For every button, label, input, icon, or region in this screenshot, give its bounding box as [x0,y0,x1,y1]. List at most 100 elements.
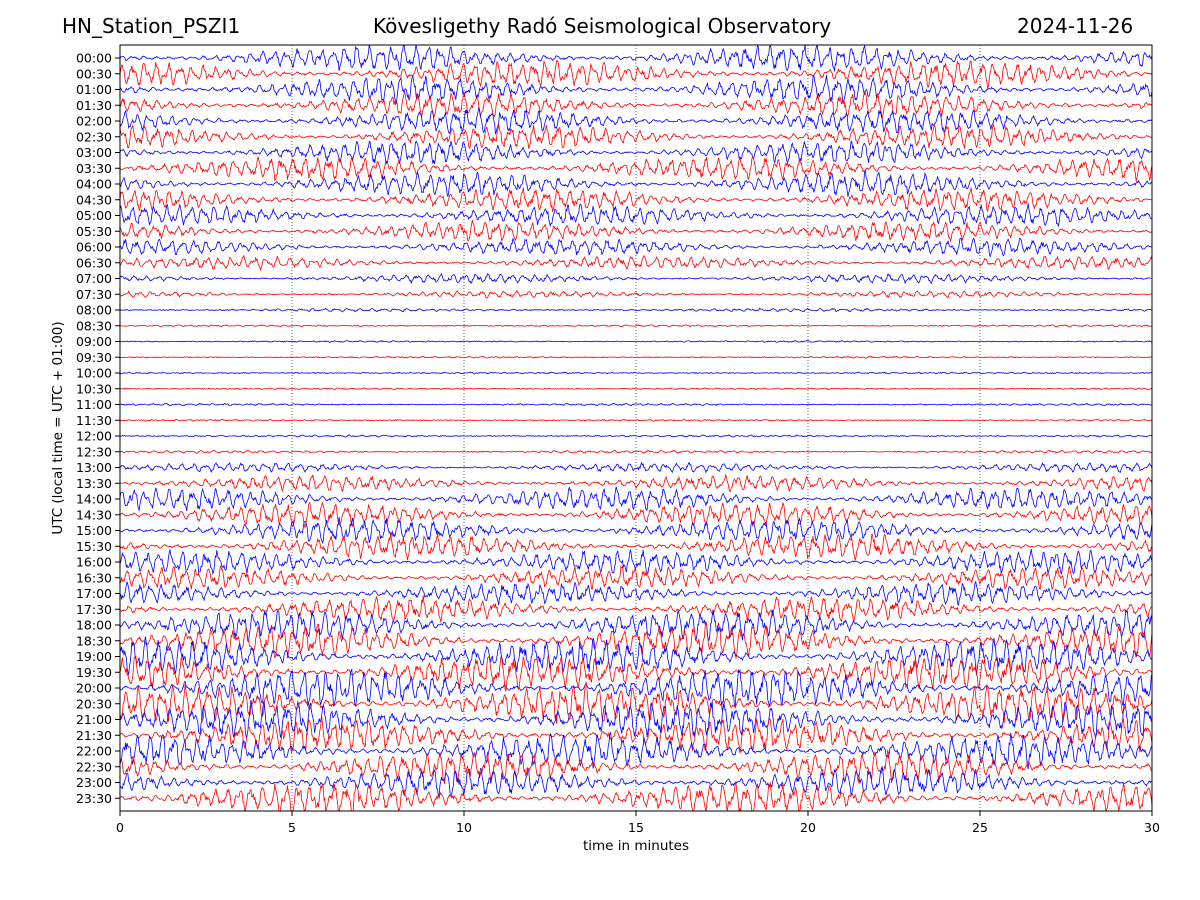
trace-1100 [120,402,1152,407]
trace-2300 [120,765,1152,798]
trace-0830 [120,324,1152,328]
y-tick-label: 19:00 [76,649,112,664]
trace-0430 [120,187,1152,213]
y-tick-label: 05:00 [76,208,112,223]
y-tick-label: 18:30 [76,633,112,648]
trace-1630 [120,565,1152,590]
y-tick-label: 17:30 [76,602,112,617]
trace-0100 [120,73,1152,104]
trace-2000 [120,668,1152,708]
y-tick-label: 02:30 [76,129,112,144]
y-tick-label: 23:00 [76,775,112,790]
trace-1330 [120,473,1152,492]
observatory-title: Kövesligethy Radó Seismological Observat… [373,14,832,38]
x-tick-label: 15 [628,820,644,835]
trace-2030 [120,681,1152,724]
trace-0200 [120,107,1152,135]
y-tick-label: 06:00 [76,240,112,255]
trace-0630 [120,254,1152,272]
trace-1030 [120,387,1152,391]
y-tick-label: 05:30 [76,224,112,239]
y-tick-label: 04:00 [76,177,112,192]
y-tick-label: 12:30 [76,444,112,459]
trace-0230 [120,123,1152,149]
y-tick-label: 09:00 [76,334,112,349]
y-tick-label: 22:00 [76,744,112,759]
trace-1000 [120,371,1152,375]
trace-0600 [120,237,1152,259]
trace-1900 [120,636,1152,676]
y-tick-label: 21:30 [76,728,112,743]
trace-0300 [120,140,1152,165]
trace-1730 [120,595,1152,624]
trace-1830 [120,621,1152,659]
x-tick-label: 5 [288,820,296,835]
y-tick-label: 17:00 [76,586,112,601]
y-tick-label: 15:00 [76,523,112,538]
y-tick-label: 13:00 [76,460,112,475]
y-tick-label: 02:00 [76,114,112,129]
y-tick-label: 09:30 [76,350,112,365]
y-tick-label: 14:30 [76,507,112,522]
y-tick-label: 15:30 [76,539,112,554]
x-tick-label: 25 [972,820,988,835]
y-tick-label: 19:30 [76,665,112,680]
y-tick-label: 07:00 [76,271,112,286]
trace-1200 [120,434,1152,438]
trace-1600 [120,548,1152,576]
y-tick-label: 06:30 [76,255,112,270]
y-tick-label: 03:00 [76,145,112,160]
y-tick-label: 04:30 [76,192,112,207]
trace-1800 [120,608,1152,642]
trace-0130 [120,90,1152,120]
trace-1130 [120,418,1152,422]
x-tick-label: 10 [456,820,472,835]
trace-2200 [120,731,1152,770]
trace-1400 [120,486,1152,512]
trace-1300 [120,461,1152,474]
trace-1430 [120,501,1152,529]
y-tick-label: 21:00 [76,712,112,727]
seismic-traces [120,45,1152,811]
y-tick-label: 03:30 [76,161,112,176]
x-tick-label: 0 [116,820,124,835]
trace-0900 [120,340,1152,343]
x-tick-label: 20 [800,820,816,835]
trace-2330 [120,781,1152,811]
y-tick-label: 08:30 [76,318,112,333]
trace-2230 [120,749,1152,785]
trace-1230 [120,449,1152,454]
trace-0000 [120,45,1152,72]
x-tick-label: 30 [1144,820,1160,835]
y-tick-label: 10:30 [76,381,112,396]
y-tick-label: 18:00 [76,618,112,633]
trace-2130 [120,715,1152,754]
trace-2100 [120,699,1152,739]
y-axis-ticks: 00:0000:3001:0001:3002:0002:3003:0003:30… [76,51,120,806]
y-axis-label: UTC (local time = UTC + 01:00) [50,321,66,534]
trace-0400 [120,169,1152,197]
station-name: HN_Station_PSZI1 [62,14,241,38]
trace-0800 [120,307,1152,313]
record-date: 2024-11-26 [1017,14,1134,38]
trace-1930 [120,654,1152,692]
y-tick-label: 16:00 [76,555,112,570]
trace-1530 [120,532,1152,561]
y-tick-label: 08:00 [76,303,112,318]
y-tick-label: 23:30 [76,791,112,806]
trace-1700 [120,580,1152,606]
trace-1500 [120,516,1152,545]
trace-0500 [120,203,1152,228]
y-tick-label: 14:00 [76,492,112,507]
trace-0330 [120,155,1152,182]
y-tick-label: 20:00 [76,681,112,696]
trace-0930 [120,355,1152,359]
trace-0730 [120,289,1152,299]
y-tick-label: 00:00 [76,51,112,66]
y-tick-label: 10:00 [76,366,112,381]
y-tick-label: 01:30 [76,98,112,113]
trace-0530 [120,219,1152,243]
y-tick-label: 01:00 [76,82,112,97]
trace-0700 [120,272,1152,285]
